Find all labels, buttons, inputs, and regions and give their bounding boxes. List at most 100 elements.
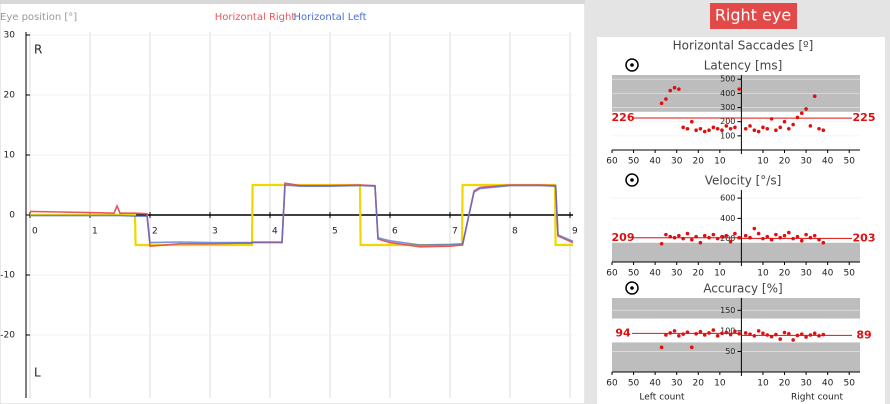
x-tick-label: 7 [452,227,458,237]
data-point [817,334,821,338]
data-point [761,125,765,130]
data-point [804,335,808,339]
x-tick-label: 30 [671,379,683,389]
x-tick-label: 30 [671,157,683,167]
x-tick-label: 40 [649,379,661,389]
x-tick-label: 50 [628,379,640,389]
x-tick-label: 2 [152,227,158,237]
data-point [795,333,800,338]
x-tick-label: 30 [800,269,812,279]
data-point [715,236,720,241]
data-point [689,345,694,350]
data-point [715,126,720,131]
x-tick-label: 0 [32,227,38,237]
eye-button-label[interactable]: Right eye [715,6,791,25]
x-tick-label: 4 [272,227,278,237]
x-tick-label: 10 [714,157,726,167]
data-point [724,124,729,128]
y-tick-label: 400 [720,89,735,98]
data-point [668,88,673,93]
x-tick-label: 1 [92,227,98,237]
mean-label: 94 [615,326,631,339]
x-tick-label: 20 [779,157,791,167]
data-point [765,234,770,239]
info-icon-dot [630,286,634,290]
y-tick-label: 500 [720,75,735,84]
x-tick-label: 30 [671,269,683,279]
mean-label: 226 [612,111,635,124]
shaded-range [612,342,860,372]
y-tick-label: 50 [725,347,735,356]
data-point [724,330,729,335]
data-point [668,331,673,335]
data-point [817,237,821,242]
data-point [685,126,690,131]
data-point [707,331,711,335]
x-tick-label: 40 [822,269,834,279]
data-point [812,233,817,238]
data-point [728,239,733,244]
data-point [787,126,791,131]
x-tick-label: 50 [843,379,855,389]
data-point [791,338,795,342]
data-point [795,234,800,239]
data-point [812,94,817,99]
x-tick-label: 50 [628,269,640,279]
y-axis-label: Eye position [°] [0,12,77,23]
data-point [761,331,765,336]
data-point [694,331,698,336]
data-point [748,235,752,240]
data-point [659,345,664,350]
info-icon-dot [630,63,634,67]
x-tick-label: 40 [822,157,834,167]
y-tick-label: 600 [720,194,735,203]
left-marker: L [34,366,41,380]
x-tick-label: 30 [800,379,812,389]
data-point [720,331,724,336]
data-point [715,334,720,338]
data-point [664,97,668,101]
x-tick-label: 5 [332,227,338,237]
x-tick-label: 20 [779,269,791,279]
x-tick-label: 50 [843,269,855,279]
data-point [743,233,748,238]
x-tick-label: 20 [779,379,791,389]
data-point [733,329,737,334]
data-point [720,128,724,132]
shaded-range [612,298,860,319]
data-point [733,125,737,130]
x-tick-label: 60 [606,269,618,279]
data-point [752,334,757,338]
eye-button[interactable] [710,3,797,29]
x-tick-label: 40 [822,379,834,389]
x-tick-label: 60 [606,157,618,167]
panel-title: Accuracy [%] [703,282,782,296]
data-point [698,126,703,131]
info-icon [625,58,639,72]
data-point [685,330,690,334]
data-point [702,333,707,337]
data-point [799,332,804,336]
x-tick-label: 10 [714,379,726,389]
x-tick-label: 20 [693,379,705,389]
data-point [664,232,668,237]
info-icon [625,173,639,187]
data-point [728,332,733,337]
info-icon [625,281,639,295]
data-point [769,117,774,121]
x-tick-label: 60 [606,379,618,389]
y-tick-label: 30 [4,31,16,41]
data-point [681,236,685,241]
data-point [707,128,711,132]
data-point [672,235,677,240]
data-point [799,238,804,243]
data-point [672,329,677,333]
card-title: Horizontal Saccades [º] [673,39,814,53]
data-point [694,234,698,239]
mean-label: 209 [612,231,635,244]
data-point [681,125,685,130]
mean-label: 203 [853,231,876,244]
data-point [808,235,813,240]
data-point [702,233,707,238]
data-point [707,235,711,240]
